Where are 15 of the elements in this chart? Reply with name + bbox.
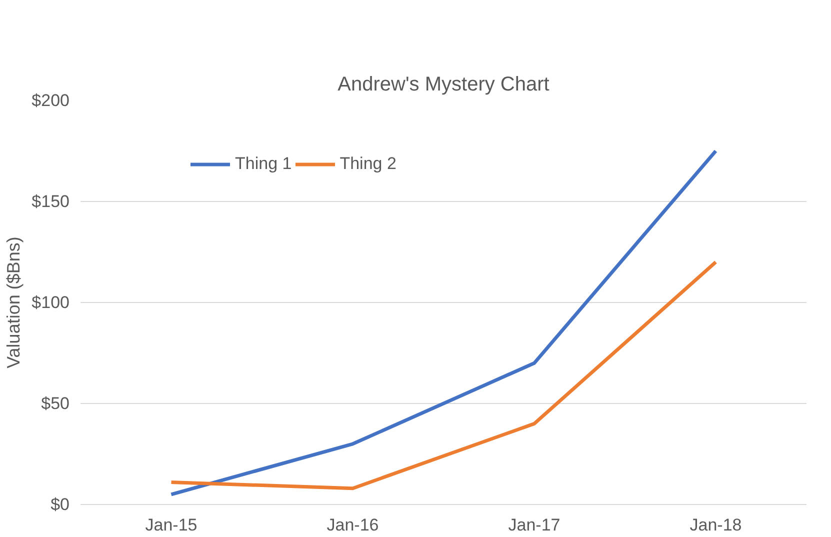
x-tick-label: Jan-18 — [690, 516, 742, 534]
x-tick-label: Jan-17 — [508, 516, 560, 534]
legend-label: Thing 1 — [235, 154, 292, 174]
line-series — [170, 149, 718, 496]
line-series — [170, 260, 718, 490]
y-tick-label: $100 — [32, 293, 70, 312]
legend-label: Thing 2 — [340, 154, 396, 174]
y-axis-title: Valuation ($Bns) — [4, 236, 24, 368]
y-tick-label: $0 — [50, 495, 70, 514]
y-tick-label: $200 — [32, 91, 70, 110]
y-tick-label: $50 — [41, 394, 70, 413]
y-tick-label: $150 — [32, 192, 70, 211]
chart-title: Andrew's Mystery Chart — [338, 74, 550, 96]
x-tick-label: Jan-15 — [145, 516, 198, 534]
x-tick-label: Jan-16 — [326, 516, 379, 534]
